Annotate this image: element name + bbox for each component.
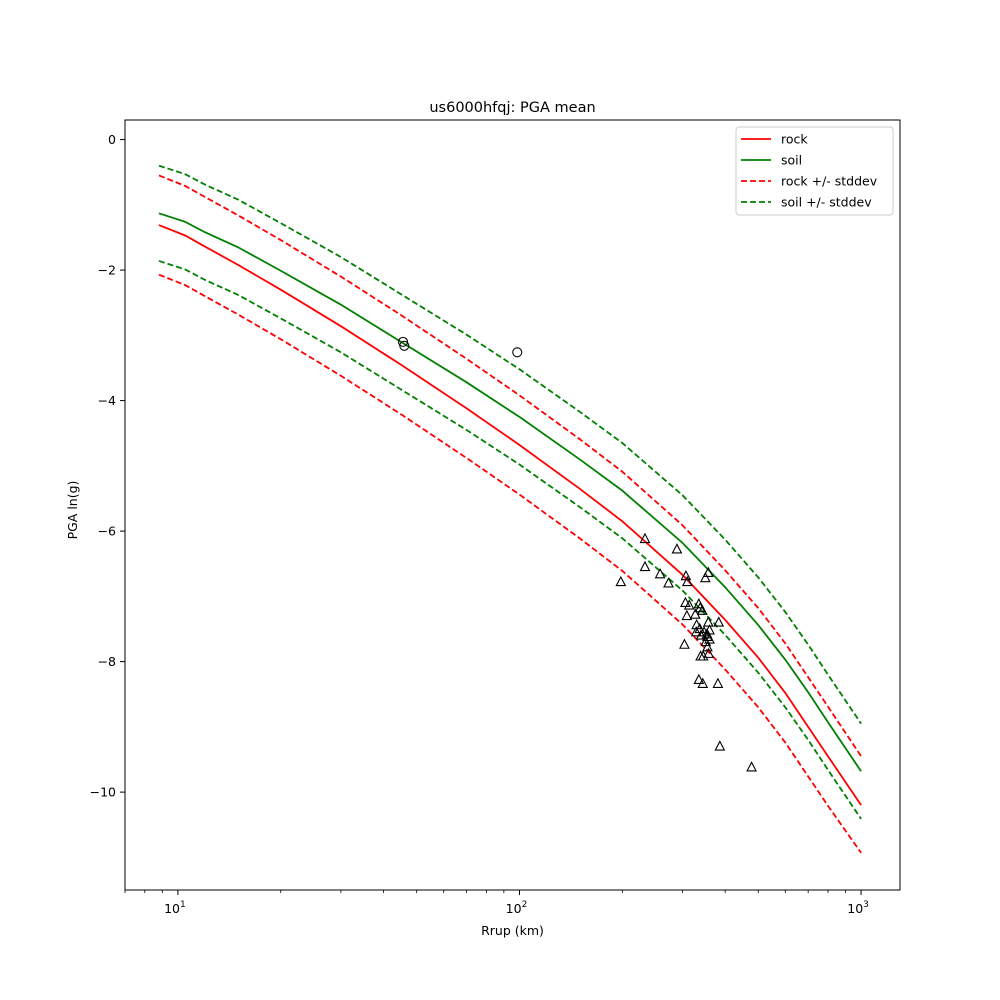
y-tick-label: −2 <box>98 263 116 278</box>
x-axis-ticks: 101 102 103 <box>124 890 869 916</box>
triangle-marker <box>746 761 757 772</box>
triangle-marker <box>699 571 711 583</box>
series-line-3 <box>158 273 862 854</box>
triangle-marker <box>683 599 695 610</box>
legend-box <box>735 126 894 216</box>
series-line-2 <box>158 174 862 757</box>
legend-label: rock +/- stddev <box>781 174 878 189</box>
triangle-marker <box>681 575 693 587</box>
x-tick-label: 102 <box>506 900 528 916</box>
triangle-marker <box>639 532 651 544</box>
series-line-4 <box>158 164 862 725</box>
x-tick-label: 101 <box>164 900 186 916</box>
triangle-marker <box>679 638 690 649</box>
y-axis-ticks: 0 −2 −4 −6 −8 −10 <box>90 132 125 800</box>
series-line-5 <box>158 260 862 820</box>
triangle-marker <box>693 598 705 609</box>
legend-label: rock <box>781 132 808 147</box>
triangle-marker <box>714 740 726 751</box>
plot-frame <box>124 119 901 891</box>
legend: rock soil rock +/- stddev soil +/- stddev <box>735 126 894 216</box>
triangle-marker <box>671 543 683 554</box>
x-tick-label: 103 <box>847 900 869 916</box>
triangle-marker <box>702 566 714 578</box>
triangle-marker <box>703 647 715 658</box>
y-tick-label: −8 <box>98 654 116 669</box>
triangle-marker <box>696 604 708 615</box>
triangle-marker <box>680 596 691 608</box>
triangle-marker <box>690 626 702 637</box>
y-tick-label: −6 <box>98 524 116 539</box>
y-tick-label: −10 <box>90 785 116 800</box>
y-axis-label: PGA ln(g) <box>65 481 80 540</box>
legend-label: soil <box>781 153 802 168</box>
legend-label: soil +/- stddev <box>781 195 872 210</box>
circle-marker <box>399 340 410 351</box>
triangle-marker <box>693 673 705 685</box>
triangle-marker <box>697 650 709 661</box>
triangle-marker <box>697 677 709 688</box>
triangle-marker <box>713 616 725 627</box>
circle-marker <box>397 336 409 347</box>
triangle-marker <box>694 601 706 613</box>
triangle-marker <box>654 567 666 579</box>
series-line-0 <box>158 224 862 806</box>
series-line-1 <box>158 212 862 772</box>
triangle-marker <box>681 609 693 621</box>
triangle-marker <box>701 628 713 639</box>
triangle-marker <box>695 629 707 640</box>
plot-area <box>158 164 862 854</box>
circle-marker <box>512 347 523 358</box>
triangle-marker <box>702 616 714 627</box>
triangle-marker <box>704 633 715 644</box>
x-axis-label: Rrup (km) <box>481 923 544 938</box>
chart-title: us6000hfqj: PGA mean <box>429 100 595 116</box>
y-tick-label: 0 <box>108 132 116 147</box>
triangle-marker <box>663 577 674 588</box>
triangle-marker <box>639 560 651 572</box>
triangle-marker <box>712 677 724 688</box>
y-tick-label: −4 <box>98 393 116 408</box>
triangle-marker <box>615 575 627 587</box>
